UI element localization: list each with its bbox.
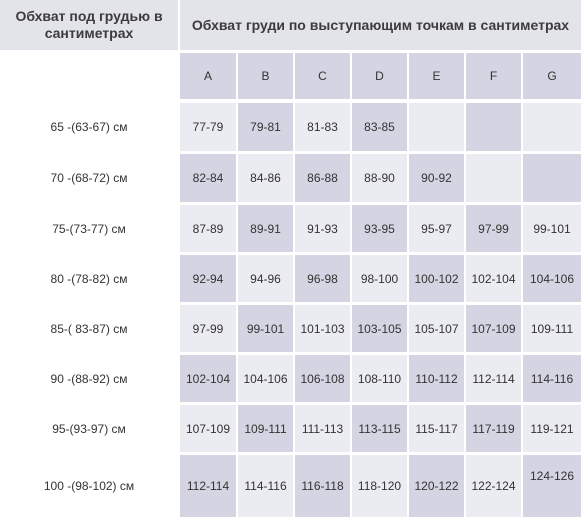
size-cell: 117-119 — [466, 405, 521, 452]
cup-header-c: C — [295, 53, 350, 99]
size-cell: 79-81 — [238, 103, 293, 151]
size-cell: 104-106 — [523, 255, 581, 302]
size-cell: 110-112 — [409, 355, 464, 402]
over-bust-header: Обхват груди по выступающим точкам в сан… — [180, 0, 581, 50]
size-cell — [466, 154, 521, 202]
size-cell: 96-98 — [295, 255, 350, 302]
size-cell: 97-99 — [180, 305, 236, 352]
cup-header-f: F — [466, 53, 521, 99]
cup-header-g: G — [523, 53, 581, 99]
row-label: 90 -(88-92) см — [50, 371, 128, 386]
size-cell: 102-104 — [180, 355, 236, 402]
size-cell: 112-114 — [466, 355, 521, 402]
size-cell: 122-124 — [466, 455, 521, 517]
size-cell: 99-101 — [238, 305, 293, 352]
size-cell: 91-93 — [295, 205, 350, 252]
size-cell — [523, 103, 581, 151]
size-cell: 103-105 — [352, 305, 407, 352]
row-label: 65 -(63-67) см — [50, 120, 128, 134]
size-cell: 120-122 — [409, 455, 464, 517]
size-cell: 107-109 — [180, 405, 236, 452]
row-label: 75-(73-77) см — [52, 221, 126, 236]
size-cell: 105-107 — [409, 305, 464, 352]
size-cell — [466, 103, 521, 151]
row-label: 95-(93-97) см — [52, 421, 126, 436]
under-bust-header: Обхват под грудью в сантиметрах — [0, 0, 178, 50]
size-cell: 116-118 — [295, 455, 350, 517]
cup-header-e: E — [409, 53, 464, 99]
size-cell: 88-90 — [352, 154, 407, 202]
size-cell: 115-117 — [409, 405, 464, 452]
size-cell: 92-94 — [180, 255, 236, 302]
size-cell — [523, 154, 581, 202]
size-cell: 86-88 — [295, 154, 350, 202]
size-cell: 94-96 — [238, 255, 293, 302]
size-cell — [409, 103, 464, 151]
row-label: 80 -(78-82) см — [50, 271, 128, 286]
size-cell: 102-104 — [466, 255, 521, 302]
cup-header-a: A — [180, 53, 236, 99]
size-cell: 119-121 — [523, 405, 581, 452]
size-cell: 83-85 — [352, 103, 407, 151]
size-cell: 101-103 — [295, 305, 350, 352]
cup-header-b: B — [238, 53, 293, 99]
size-cell: 114-116 — [238, 455, 293, 517]
size-cell: 82-84 — [180, 154, 236, 202]
size-cell: 84-86 — [238, 154, 293, 202]
size-cell: 100-102 — [409, 255, 464, 302]
size-cell: 81-83 — [295, 103, 350, 151]
size-cell: 87-89 — [180, 205, 236, 252]
size-cell: 124-126 — [523, 455, 581, 517]
size-cell: 112-114 — [180, 455, 236, 517]
size-cell: 97-99 — [466, 205, 521, 252]
row-label: 100 -(98-102) см — [43, 479, 135, 493]
size-cell: 98-100 — [352, 255, 407, 302]
row-label: 85-( 83-87) см — [50, 321, 128, 336]
size-cell: 104-106 — [238, 355, 293, 402]
size-cell: 77-79 — [180, 103, 236, 151]
size-cell: 89-91 — [238, 205, 293, 252]
size-cell: 93-95 — [352, 205, 407, 252]
size-cell: 90-92 — [409, 154, 464, 202]
size-cell: 113-115 — [352, 405, 407, 452]
size-cell: 109-111 — [238, 405, 293, 452]
size-cell: 111-113 — [295, 405, 350, 452]
size-cell: 106-108 — [295, 355, 350, 402]
size-cell: 108-110 — [352, 355, 407, 402]
size-cell: 118-120 — [352, 455, 407, 517]
cup-header-d: D — [352, 53, 407, 99]
size-cell: 109-111 — [523, 305, 581, 352]
size-cell: 95-97 — [409, 205, 464, 252]
size-cell: 107-109 — [466, 305, 521, 352]
size-cell: 114-116 — [523, 355, 581, 402]
row-label: 70 -(68-72) см — [50, 171, 128, 185]
size-cell: 99-101 — [523, 205, 581, 252]
